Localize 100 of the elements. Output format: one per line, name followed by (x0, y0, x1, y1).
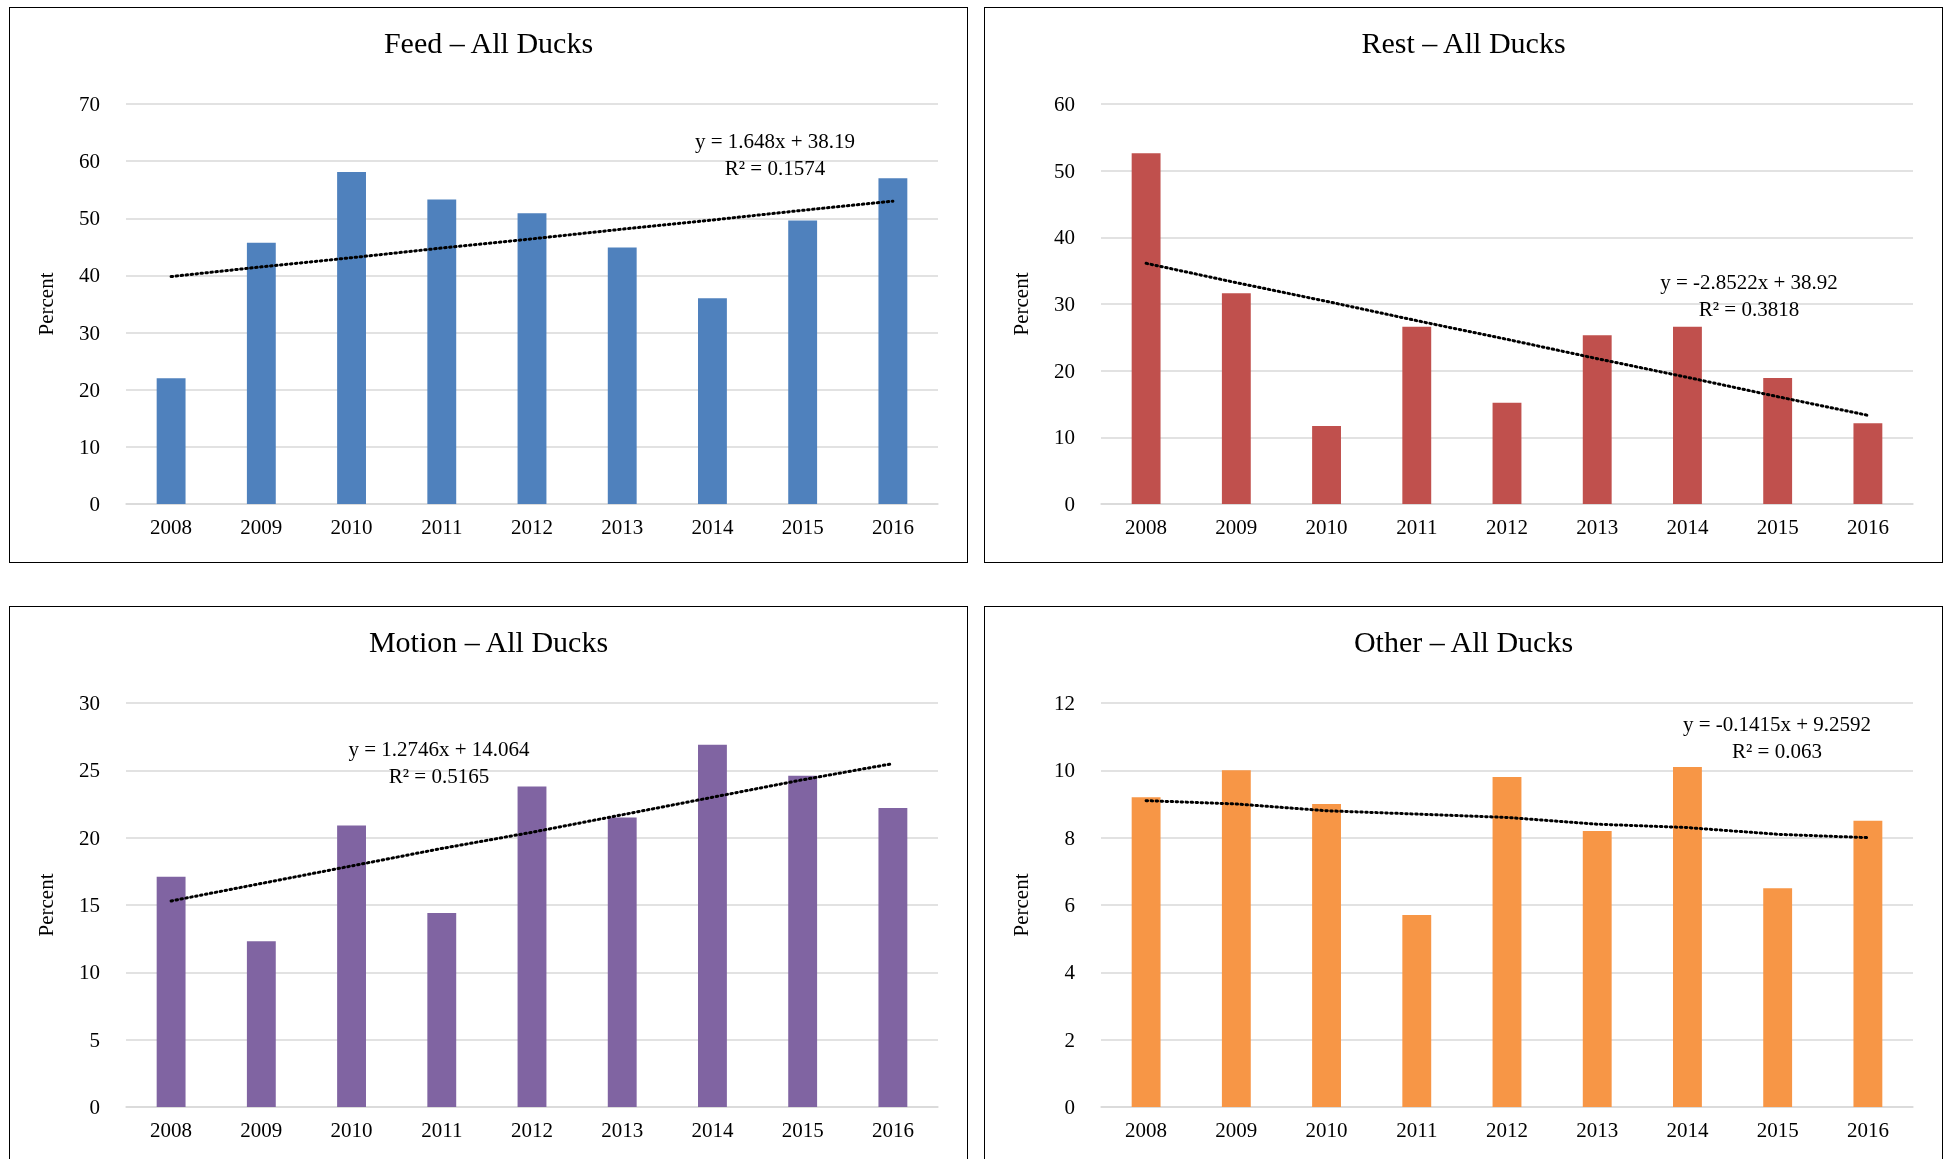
y-tick-label: 4 (1064, 960, 1076, 985)
y-tick-label: 5 (89, 1027, 100, 1052)
x-tick-label: 2013 (1576, 1117, 1619, 1142)
y-tick-label: 70 (79, 92, 100, 116)
x-tick-label: 2011 (421, 514, 463, 539)
x-tick-label: 2016 (1846, 1117, 1889, 1142)
bar (337, 825, 366, 1107)
bar (1312, 804, 1341, 1107)
bar (1853, 423, 1883, 504)
y-tick-label: 6 (1064, 893, 1075, 917)
bar (878, 808, 908, 1107)
bar (517, 786, 547, 1107)
y-tick-label: 30 (1054, 292, 1075, 316)
bar (1492, 777, 1522, 1107)
x-tick-label: 2014 (691, 1117, 734, 1142)
x-tick-label: 2014 (1666, 514, 1709, 539)
bar (698, 744, 727, 1107)
y-tick-label: 20 (79, 825, 100, 850)
x-tick-label: 2016 (1846, 514, 1889, 539)
x-tick-label: 2014 (1666, 1117, 1709, 1142)
x-tick-label: 2009 (240, 1117, 283, 1142)
bar (1312, 426, 1341, 504)
bar (1582, 335, 1612, 504)
y-tick-label: 50 (79, 206, 100, 231)
bar (607, 247, 637, 504)
x-tick-label: 2015 (1756, 514, 1799, 539)
x-tick-label: 2009 (240, 514, 283, 539)
bar (1763, 378, 1793, 504)
bar (246, 242, 276, 504)
line-series (169, 199, 895, 279)
annotation: y = -2.8522x + 38.92 (1660, 270, 1838, 294)
x-tick-label: 2015 (781, 514, 824, 539)
x-tick-label: 2012 (511, 1117, 553, 1142)
x-tick-label: 2008 (150, 514, 193, 539)
y-tick-label: 20 (1054, 358, 1075, 383)
bar (788, 775, 818, 1107)
y-tick-label: 20 (79, 377, 100, 402)
x-tick-label: 2008 (1125, 514, 1168, 539)
y-tick-label: 60 (1054, 92, 1075, 116)
bar (1853, 820, 1883, 1107)
bar (156, 876, 186, 1107)
bar (1131, 797, 1161, 1107)
annotation: R² = 0.3818 (1698, 297, 1800, 321)
y-axis-title: Percent (33, 272, 58, 336)
annotation: R² = 0.063 (1732, 739, 1822, 763)
x-tick-label: 2012 (511, 514, 553, 539)
x-tick-label: 2013 (601, 1117, 644, 1142)
chart-title: Motion – All Ducks (368, 624, 609, 658)
annotation: R² = 0.1574 (724, 156, 826, 180)
y-tick-label: 0 (89, 1095, 100, 1119)
bar (1673, 766, 1702, 1107)
chart-title: Other – All Ducks (1353, 624, 1574, 658)
y-tick-label: 12 (1054, 691, 1075, 715)
x-tick-label: 2009 (1215, 514, 1258, 539)
bar (1673, 326, 1702, 504)
x-tick-label: 2010 (1305, 514, 1348, 539)
x-tick-label: 2012 (1486, 514, 1528, 539)
x-tick-label: 2015 (1756, 1117, 1799, 1142)
bar (1131, 153, 1161, 504)
line-series (1144, 261, 1870, 417)
y-tick-label: 0 (1064, 1095, 1075, 1119)
y-axis-title: Percent (33, 873, 58, 937)
x-tick-label: 2016 (871, 514, 914, 539)
bar (156, 378, 186, 504)
y-axis-title: Percent (1008, 272, 1033, 336)
bar (1402, 915, 1432, 1107)
y-tick-label: 25 (79, 758, 100, 783)
chart-title: Feed – All Ducks (383, 25, 594, 59)
bar (1492, 402, 1522, 504)
y-axis-title: Percent (1008, 873, 1033, 937)
x-tick-label: 2011 (421, 1117, 463, 1142)
x-tick-label: 2011 (1396, 514, 1438, 539)
chart-title: Rest – All Ducks (1361, 25, 1566, 59)
line-series (1144, 799, 1870, 840)
x-tick-label: 2016 (871, 1117, 914, 1142)
bar (1402, 326, 1432, 504)
y-tick-label: 40 (1054, 225, 1075, 250)
y-tick-label: 40 (79, 263, 100, 288)
x-tick-label: 2011 (1396, 1117, 1438, 1142)
y-tick-label: 0 (89, 492, 100, 516)
x-tick-label: 2013 (601, 514, 644, 539)
bar (246, 941, 276, 1107)
annotation: y = 1.2746x + 14.064 (348, 737, 531, 761)
y-tick-label: 0 (1064, 492, 1075, 516)
y-tick-label: 30 (79, 691, 100, 715)
bar (1221, 293, 1251, 504)
y-tick-label: 10 (79, 434, 100, 459)
y-tick-label: 50 (1054, 158, 1075, 183)
bar (878, 178, 908, 504)
annotation: R² = 0.5165 (388, 764, 490, 788)
y-tick-label: 15 (79, 893, 100, 917)
y-tick-label: 10 (79, 960, 100, 985)
bar (1763, 888, 1793, 1107)
y-tick-label: 8 (1064, 825, 1075, 850)
bar (607, 817, 637, 1107)
bar (427, 199, 457, 504)
y-tick-label: 30 (79, 320, 100, 345)
x-tick-label: 2008 (150, 1117, 193, 1142)
bar (517, 213, 547, 504)
x-tick-label: 2010 (330, 514, 373, 539)
